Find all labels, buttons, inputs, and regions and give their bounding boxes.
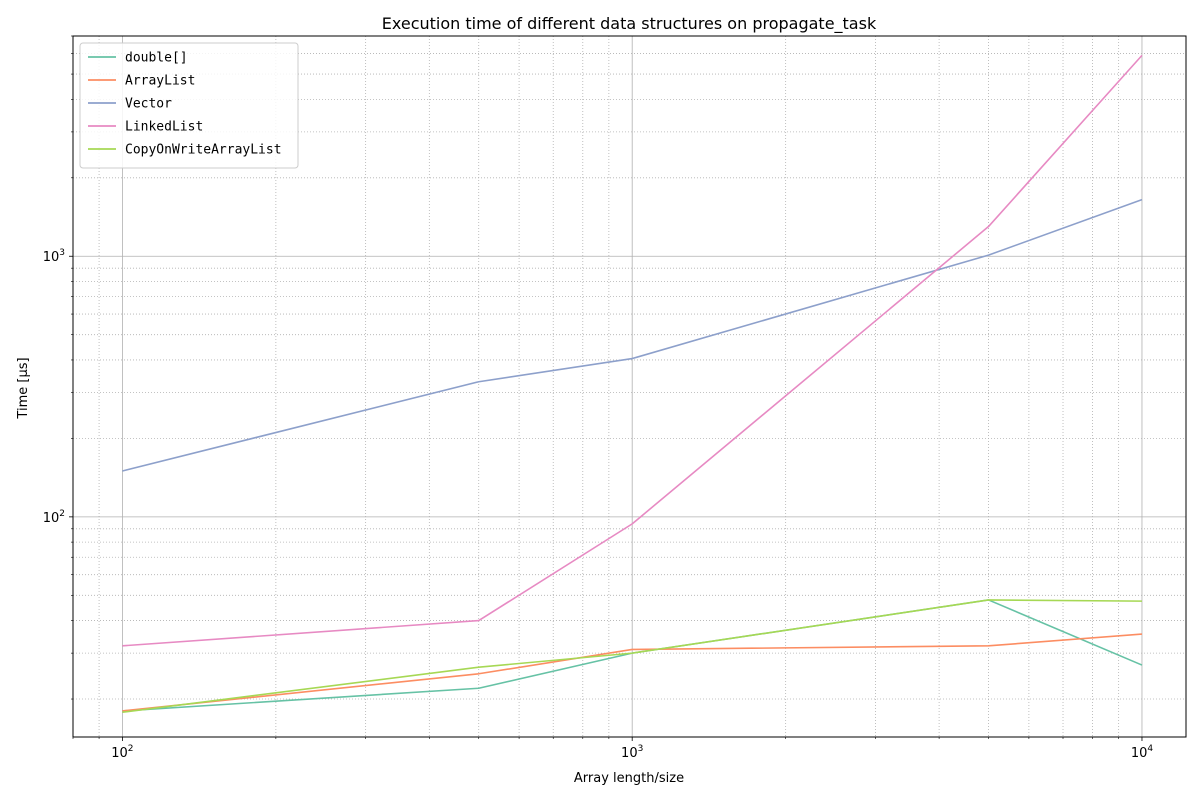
legend-label-4: CopyOnWriteArrayList xyxy=(125,143,282,158)
series-line-4 xyxy=(122,599,1142,714)
legend-label-2: Vector xyxy=(125,97,172,112)
legend-label-3: LinkedList xyxy=(125,120,203,135)
plot-frame xyxy=(72,35,1187,738)
y-axis-label: Time [μs] xyxy=(16,357,31,419)
legend: double[] ArrayList Vector LinkedList CopyOnW… xyxy=(79,42,299,169)
legend-box xyxy=(79,42,299,169)
legend-label-0: double[] xyxy=(125,51,188,66)
y-tick-label: 102 xyxy=(43,509,65,526)
series-line-1 xyxy=(122,633,1143,712)
series-line-3 xyxy=(122,54,1143,647)
series-line-2 xyxy=(122,198,1143,472)
x-tick-label: 104 xyxy=(1131,744,1154,761)
chart-title: Execution time of different data structu… xyxy=(382,14,877,34)
y-tick-label: 103 xyxy=(43,248,65,265)
legend-label-1: ArrayList xyxy=(125,74,195,89)
major-grid xyxy=(73,36,1186,737)
axis-ticks: 102 103 104 102 103 xyxy=(43,35,1154,761)
x-tick-label: 103 xyxy=(621,744,643,761)
x-axis-label: Array length/size xyxy=(574,771,684,786)
series-lines xyxy=(122,54,1143,714)
x-tick-label: 102 xyxy=(111,744,133,761)
